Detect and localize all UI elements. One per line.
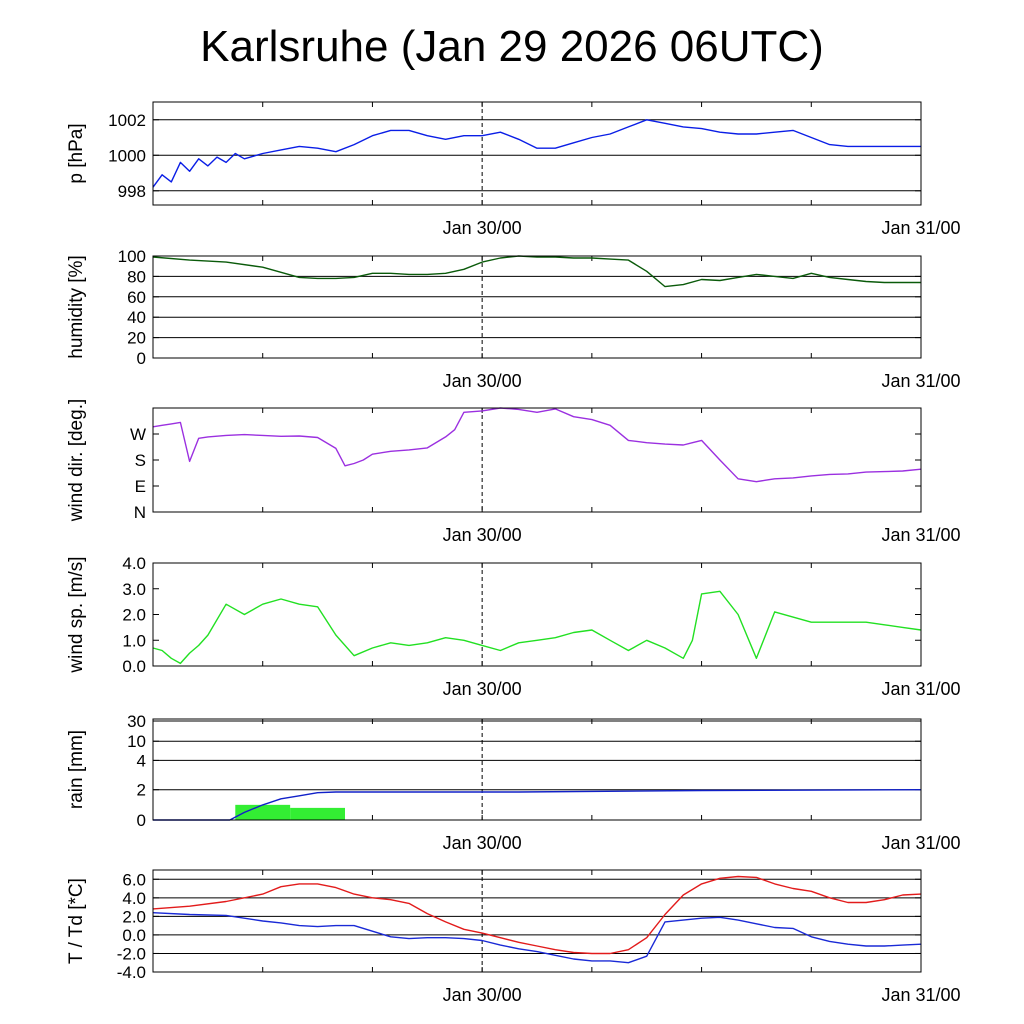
y-axis-label: T / Td [*C] <box>66 878 87 964</box>
pressure-panel: 998 1000 1002 p [hPa] Jan 30/00 Jan 31/00 <box>66 101 961 238</box>
plot-frame <box>152 562 922 667</box>
x-tick-label: Jan 30/00 <box>443 371 522 391</box>
y-axis-label: wind sp. [m/s] <box>66 556 87 673</box>
x-tick-label: Jan 31/00 <box>881 218 960 238</box>
y-axis-label: p [hPa] <box>66 123 87 183</box>
x-tick-label: Jan 30/00 <box>443 525 522 545</box>
y-tick-label: 1000 <box>108 146 146 165</box>
y-axis-label: rain [mm] <box>66 730 87 809</box>
plot-frame <box>152 869 922 973</box>
y-tick-label: 10 <box>127 732 146 751</box>
y-tick-label: 6.0 <box>122 870 146 889</box>
temperature-panel: -4.0-2.00.02.04.06.0 T / Td [*C] Jan 30/00… <box>66 869 961 1005</box>
y-tick-label: S <box>135 451 146 470</box>
y-tick-label: N <box>134 503 146 522</box>
temperature-line <box>152 875 922 955</box>
x-tick-label: Jan 31/00 <box>881 985 960 1005</box>
y-tick-label: E <box>135 477 146 496</box>
y-tick-label: 100 <box>118 247 146 266</box>
x-tick-label: Jan 31/00 <box>881 525 960 545</box>
humidity-line <box>152 255 921 288</box>
plot-frame <box>152 407 922 513</box>
wind-direction-line <box>152 407 922 483</box>
x-tick-label: Jan 31/00 <box>881 679 960 699</box>
y-tick-label: 40 <box>127 308 146 327</box>
x-tick-label: Jan 30/00 <box>443 679 522 699</box>
rain-bar <box>235 804 291 820</box>
y-tick-label: 2 <box>137 781 146 800</box>
y-axis-label: wind dir. [deg.] <box>66 399 87 523</box>
y-tick-label: -2.0 <box>117 944 146 963</box>
y-tick-label: 4 <box>137 751 146 770</box>
y-tick-label: -4.0 <box>117 963 146 982</box>
pressure-line <box>152 119 921 188</box>
x-tick-label: Jan 30/00 <box>443 218 522 238</box>
y-tick-label: W <box>130 425 146 444</box>
y-axis-label: humidity [%] <box>66 255 87 358</box>
wind-speed-panel: 0.0 1.0 2.0 3.0 4.0 wind sp. [m/s] Jan 30/00 Ja… <box>66 554 961 699</box>
y-tick-label: 3.0 <box>122 580 146 599</box>
y-tick-label: 1.0 <box>122 631 146 650</box>
rain-accumulated-line <box>153 789 922 821</box>
y-tick-label: 0 <box>137 349 146 368</box>
y-tick-label: 1002 <box>108 111 146 130</box>
y-tick-label: 4.0 <box>122 554 146 573</box>
wind-speed-line <box>152 590 922 665</box>
x-tick-label: Jan 31/00 <box>881 833 960 853</box>
y-tick-label: 0.0 <box>122 657 146 676</box>
x-tick-label: Jan 31/00 <box>881 371 960 391</box>
page-title: Karlsruhe (Jan 29 2026 06UTC) <box>200 22 824 71</box>
y-tick-label: 0.0 <box>122 926 146 945</box>
y-tick-label: 20 <box>127 329 146 348</box>
y-tick-label: 80 <box>127 267 146 286</box>
y-tick-label: 0 <box>137 811 146 830</box>
y-tick-label: 2.0 <box>122 606 146 625</box>
plot-frame <box>152 101 922 206</box>
dewpoint-line <box>152 912 922 964</box>
x-tick-label: Jan 30/00 <box>443 985 522 1005</box>
rain-bar <box>290 807 345 820</box>
y-tick-label: 30 <box>127 712 146 731</box>
x-tick-label: Jan 30/00 <box>443 833 522 853</box>
y-tick-label: 2.0 <box>122 907 146 926</box>
plot-frame <box>152 255 922 359</box>
y-tick-label: 4.0 <box>122 889 146 908</box>
y-tick-label: 60 <box>127 288 146 307</box>
y-tick-label: 998 <box>118 182 146 201</box>
plot-frame <box>152 718 922 821</box>
